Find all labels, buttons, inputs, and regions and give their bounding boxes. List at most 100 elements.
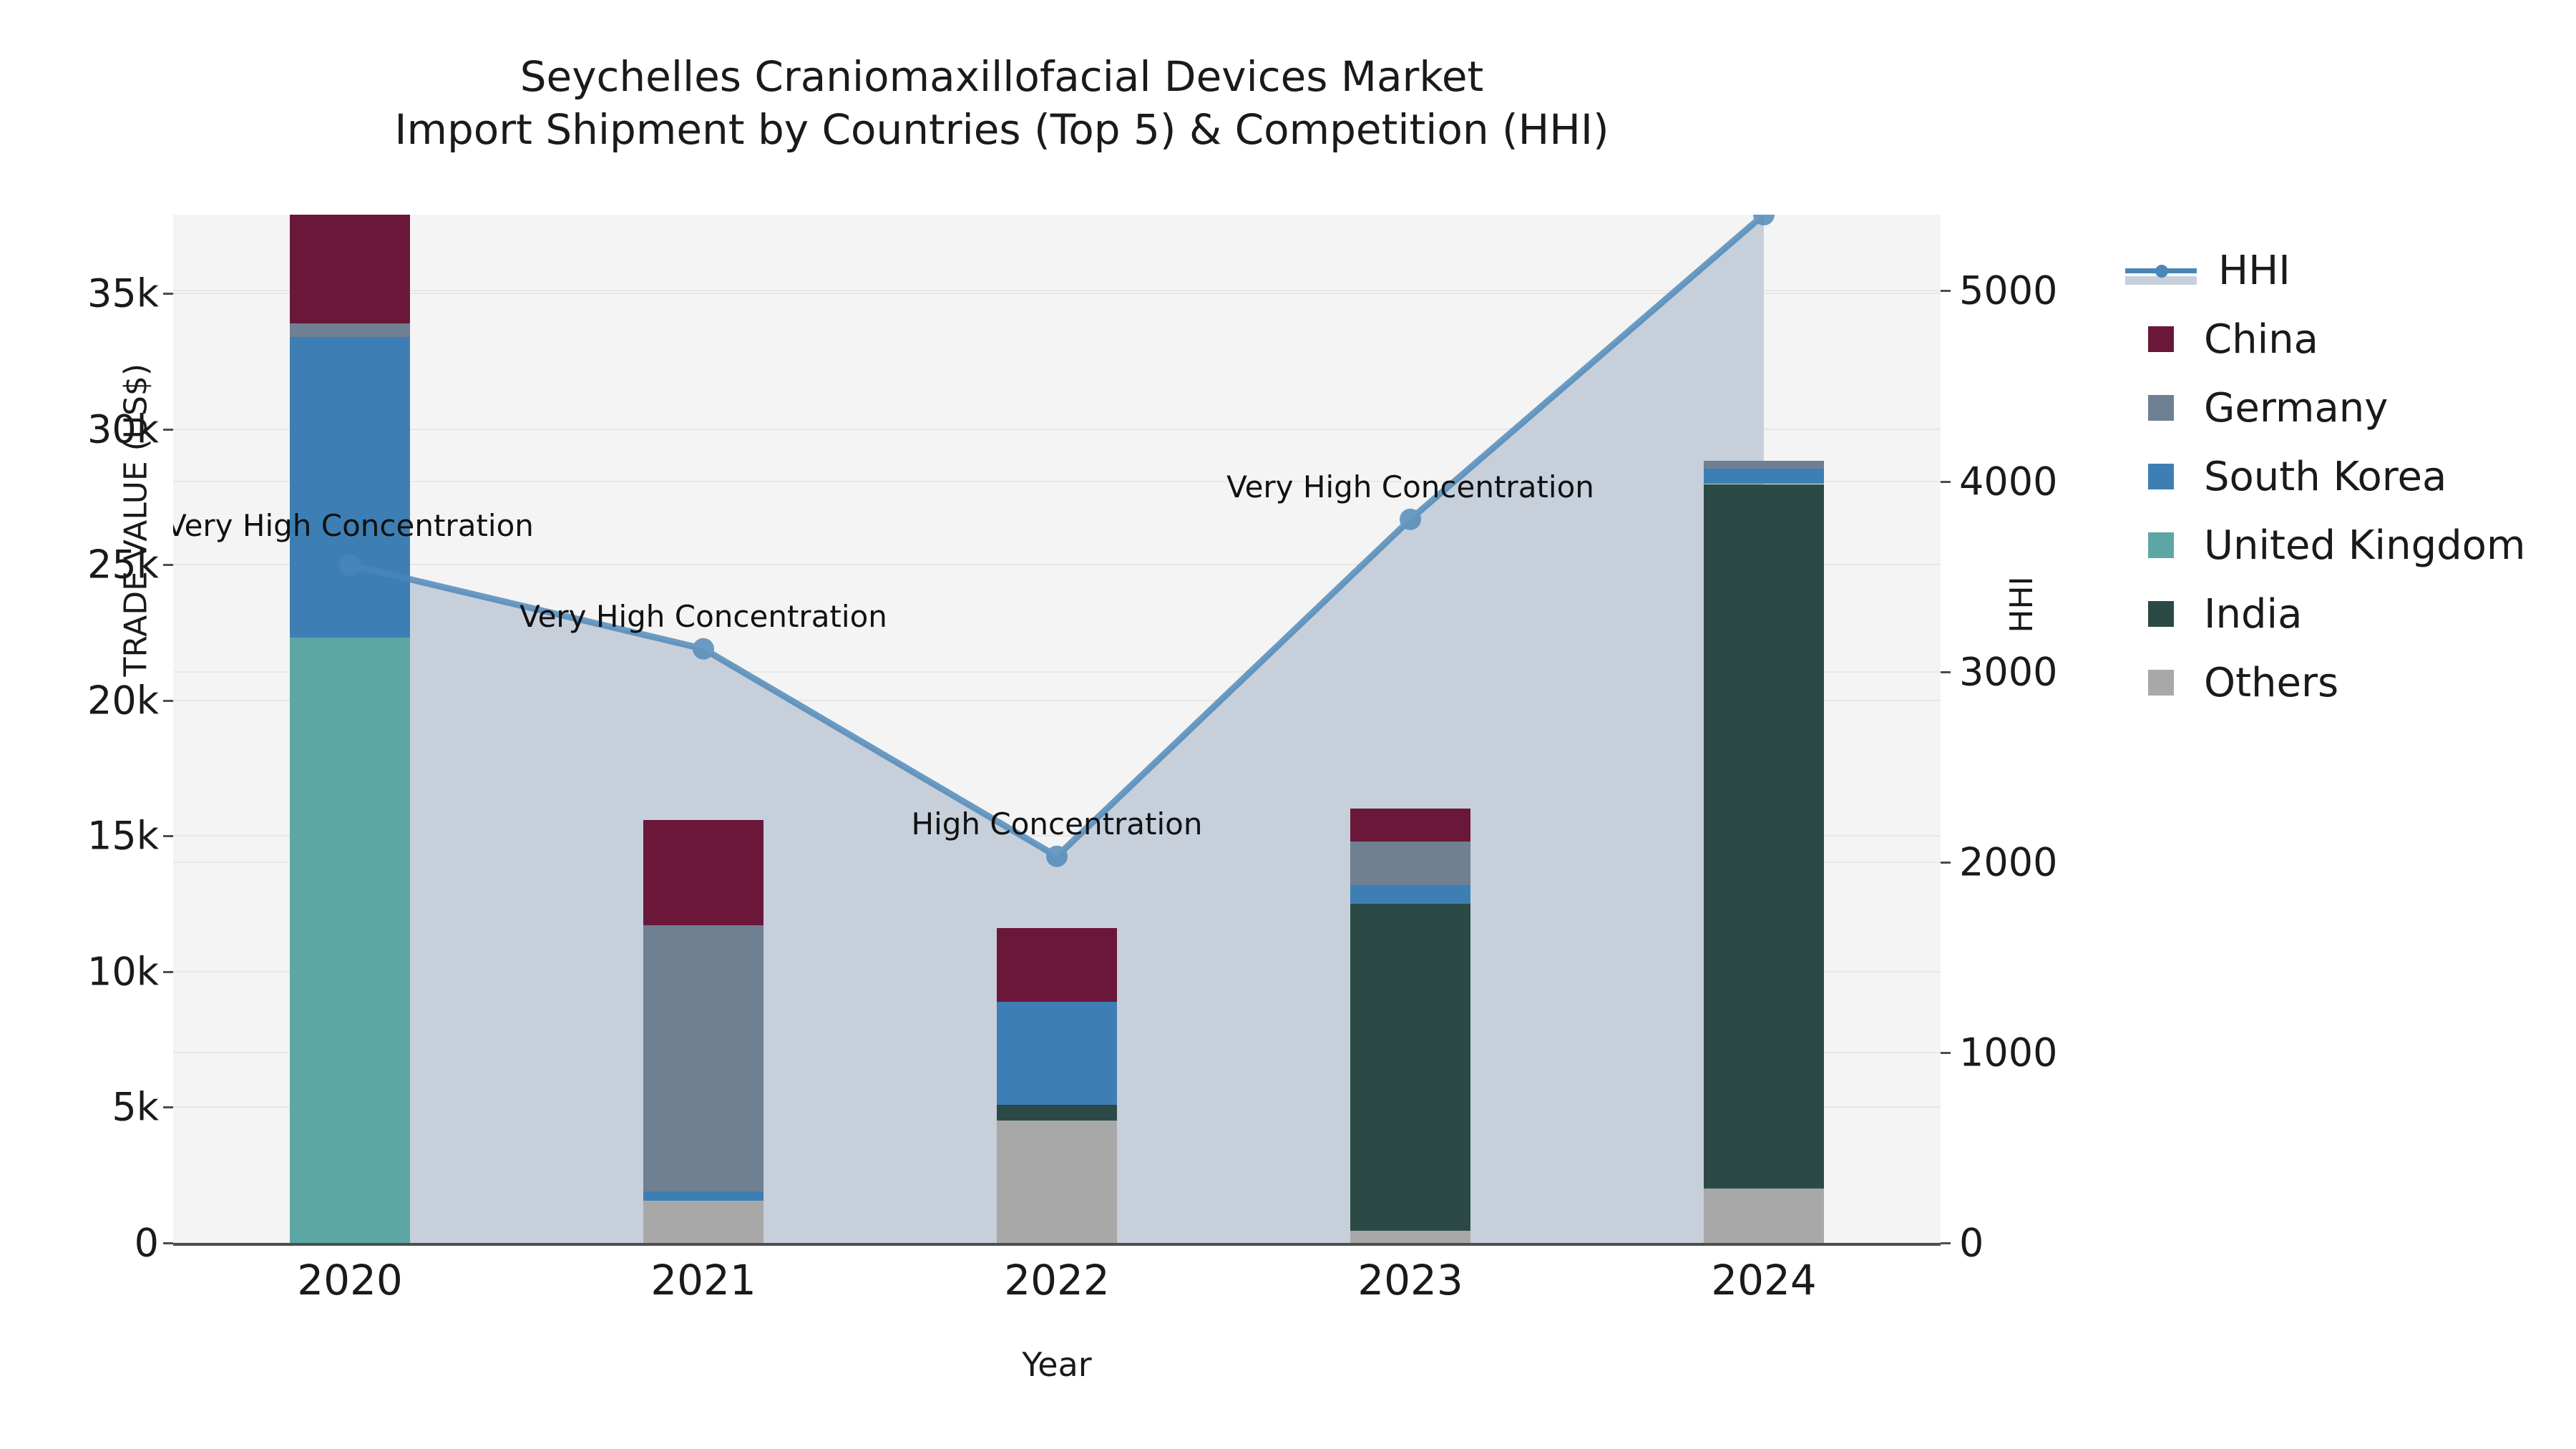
gridline-left — [173, 564, 1941, 566]
y-tick-label-left: 5k — [112, 1084, 159, 1130]
legend-color-swatch — [2148, 464, 2174, 489]
title-line-2: Import Shipment by Countries (Top 5) & C… — [394, 105, 1609, 155]
bar-segment — [1350, 1230, 1470, 1243]
y-tick-label-left: 35k — [87, 270, 159, 316]
bar-segment — [1350, 884, 1470, 904]
y-tick-label-left: 0 — [134, 1220, 159, 1266]
y-tick-label-right: 5000 — [1959, 268, 2058, 313]
bar-segment — [1704, 1189, 1824, 1243]
y-tick-label-left: 25k — [87, 542, 159, 587]
y-tick-label-right: 1000 — [1959, 1030, 2058, 1075]
plot-area: Very High Concentration Very High Concent… — [173, 215, 1941, 1243]
bar-segment — [997, 928, 1117, 1002]
gridline-left — [173, 835, 1941, 837]
legend-line-marker-icon — [2125, 258, 2197, 285]
legend-area-band — [2125, 276, 2197, 285]
legend-color-swatch — [2148, 395, 2174, 421]
y-tick-mark-right — [1941, 1051, 1951, 1054]
bar-segment — [1350, 841, 1470, 885]
y-tick-label-left: 15k — [87, 813, 159, 859]
legend-item[interactable]: Others — [2104, 648, 2562, 717]
y-tick-mark-left — [163, 835, 173, 838]
hhi-data-point — [1400, 508, 1421, 530]
gridline-left — [173, 428, 1941, 430]
y-axis-right-ticks: 0 1000 2000 3000 4000 5000 — [1959, 0, 2174, 1449]
y-tick-label-right: 3000 — [1959, 649, 2058, 695]
y-tick-mark-left — [163, 1106, 173, 1109]
y-axis-left-title: TRADE VALUE (US$) — [117, 363, 155, 677]
y-tick-mark-left — [163, 292, 173, 295]
gridline-right — [173, 480, 1941, 482]
plot-inner: Very High Concentration Very High Concent… — [173, 215, 1941, 1243]
y-tick-label-left: 30k — [87, 406, 159, 452]
y-tick-label-left: 10k — [87, 949, 159, 995]
bar-segment — [643, 1201, 763, 1243]
legend-label: Others — [2204, 659, 2339, 706]
legend-label: China — [2204, 316, 2318, 363]
page-title: Seychelles Craniomaxillofacial Devices M… — [0, 50, 2004, 156]
y-tick-mark-left — [163, 699, 173, 702]
gridline-right — [173, 670, 1941, 673]
y-tick-mark-left — [163, 1242, 173, 1244]
bar-segment — [643, 1191, 763, 1201]
x-axis-title: Year — [1022, 1345, 1092, 1384]
x-tick-label: 2023 — [1357, 1256, 1463, 1304]
concentration-annotation: High Concentration — [911, 806, 1203, 841]
concentration-annotation: Very High Concentration — [1226, 469, 1594, 504]
legend-label: HHI — [2218, 247, 2290, 294]
concentration-annotation: Very High Concentration — [173, 507, 534, 543]
legend-color-swatch — [2148, 326, 2174, 352]
bar-segment — [290, 215, 410, 323]
legend-label: India — [2204, 590, 2303, 638]
legend-item[interactable]: South Korea — [2104, 442, 2562, 511]
legend: HHI China Germany South Korea United Kingdom… — [2104, 236, 2562, 717]
bar-segment — [643, 925, 763, 1191]
y-tick-mark-right — [1941, 290, 1951, 293]
bar-segment — [997, 1001, 1117, 1105]
legend-item[interactable]: HHI — [2104, 236, 2562, 305]
legend-item[interactable]: United Kingdom — [2104, 511, 2562, 580]
y-tick-label-left: 20k — [87, 678, 159, 723]
concentration-annotation: Very High Concentration — [519, 598, 887, 634]
hhi-line-overlay — [339, 215, 1775, 867]
hhi-data-point — [1046, 845, 1068, 867]
gridline-left — [173, 292, 1941, 294]
bar-segment — [1350, 904, 1470, 1231]
hhi-data-point — [693, 638, 714, 660]
y-tick-label-right: 2000 — [1959, 839, 2058, 885]
y-tick-mark-left — [163, 564, 173, 567]
bar-segment — [290, 336, 410, 638]
bar-segment — [1704, 469, 1824, 484]
bar-segment — [997, 1121, 1117, 1243]
y-tick-mark-right — [1941, 670, 1951, 673]
legend-item[interactable]: China — [2104, 305, 2562, 374]
bar-segment — [643, 819, 763, 926]
legend-label: South Korea — [2204, 453, 2447, 500]
bar-segment — [290, 323, 410, 337]
y-axis-left-ticks: 0 5k 10k 15k 20k 25k 30k 35k — [0, 0, 159, 1449]
legend-label: Germany — [2204, 384, 2389, 431]
y-tick-label-right: 4000 — [1959, 459, 2058, 504]
hhi-data-point — [339, 554, 361, 576]
hhi-line — [348, 215, 1766, 861]
y-tick-mark-left — [163, 428, 173, 431]
x-axis-line — [173, 1243, 1941, 1246]
legend-item[interactable]: Germany — [2104, 374, 2562, 442]
legend-color-swatch — [2148, 532, 2174, 558]
x-tick-label: 2021 — [650, 1256, 756, 1304]
title-line-1: Seychelles Craniomaxillofacial Devices M… — [519, 52, 1484, 101]
y-tick-mark-right — [1941, 861, 1951, 864]
legend-label: United Kingdom — [2204, 522, 2526, 569]
y-tick-mark-left — [163, 970, 173, 973]
gridline-right — [173, 290, 1941, 292]
legend-color-swatch — [2148, 601, 2174, 627]
bar-segment — [1704, 484, 1824, 1189]
legend-line-dot — [2155, 265, 2168, 278]
bar-segment — [1704, 460, 1824, 469]
y-tick-mark-right — [1941, 1242, 1951, 1244]
legend-item[interactable]: India — [2104, 580, 2562, 648]
y-axis-right-title: HHI — [2004, 576, 2040, 633]
hhi-data-point — [1753, 215, 1775, 225]
gridline-left — [173, 699, 1941, 701]
